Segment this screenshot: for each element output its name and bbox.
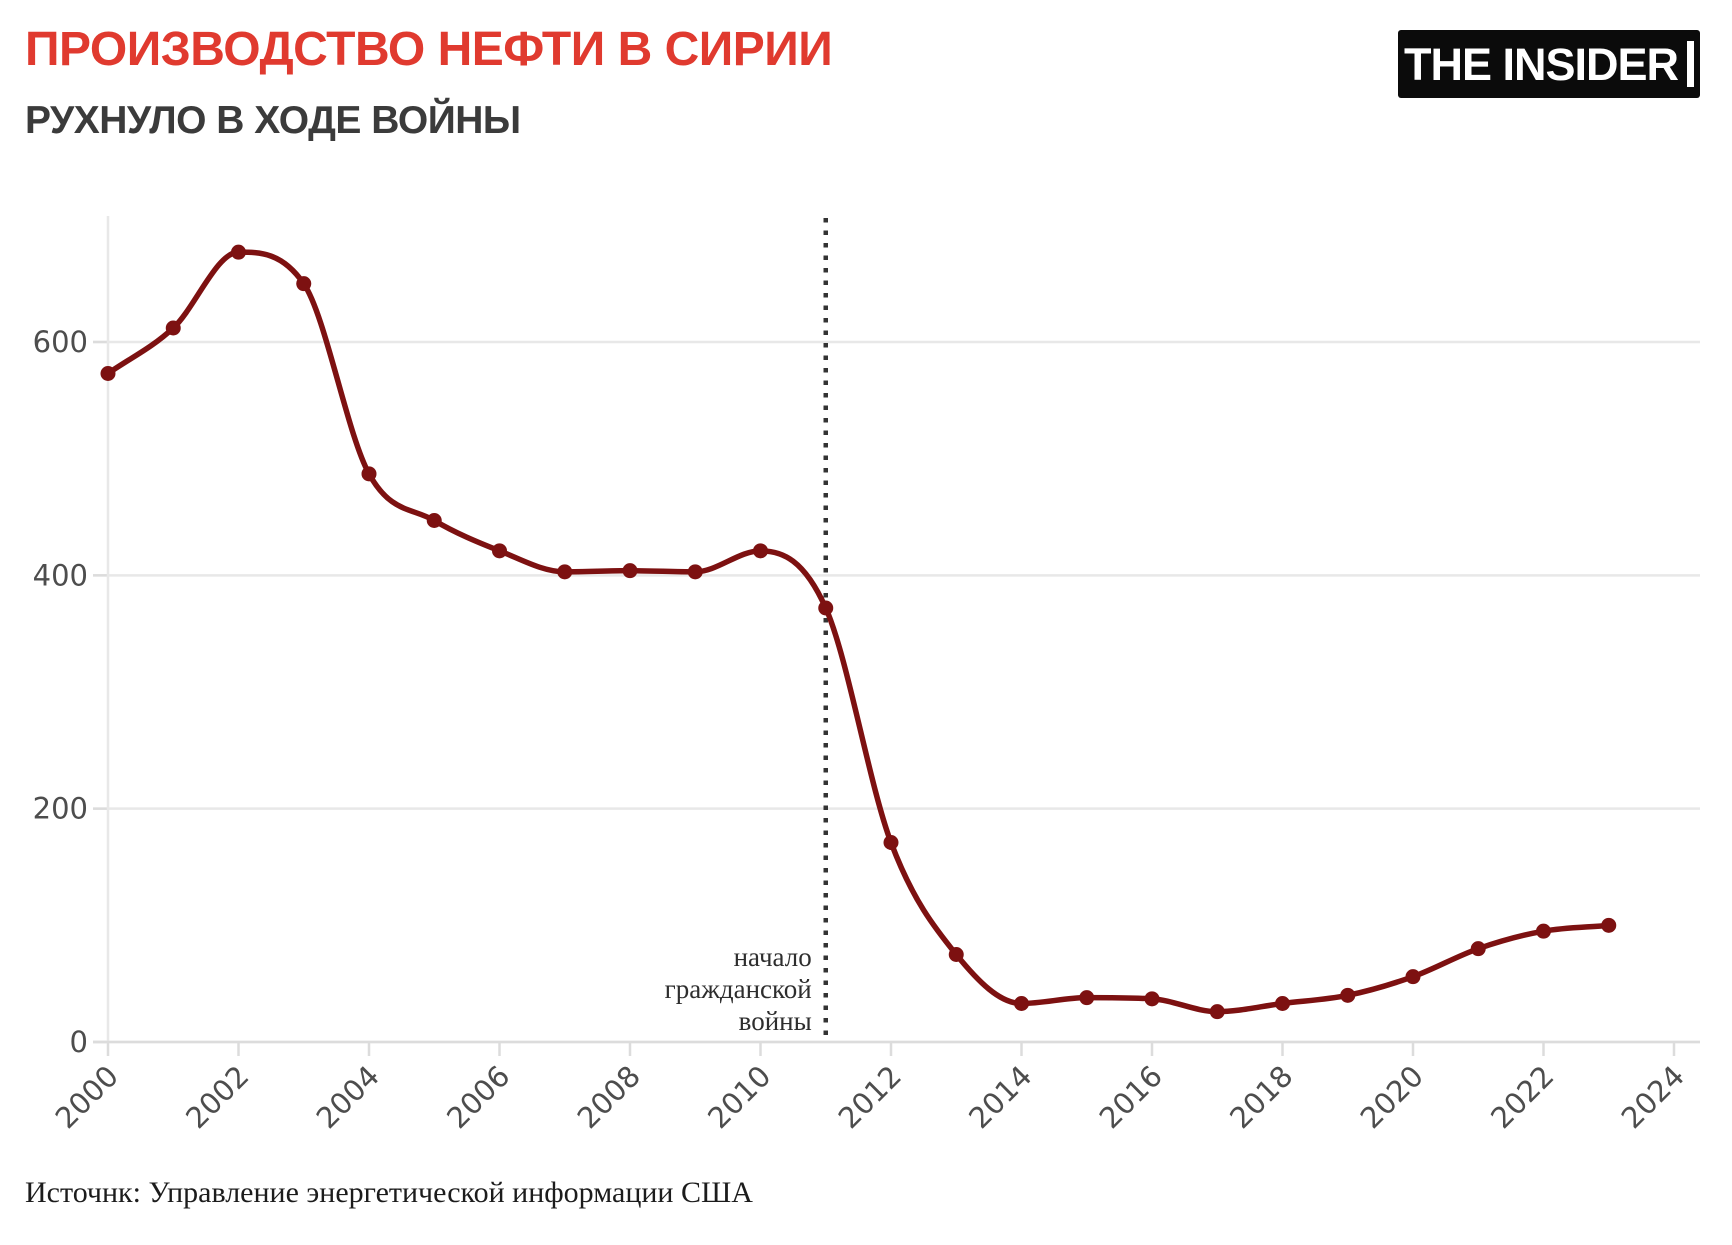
annotation-line: начало xyxy=(734,942,812,972)
data-point xyxy=(557,564,573,580)
data-point xyxy=(1275,996,1290,1011)
data-point xyxy=(1209,1004,1225,1020)
y-tick-label: 200 xyxy=(33,792,88,826)
data-point xyxy=(100,366,116,381)
data-point xyxy=(753,543,768,559)
y-tick-label: 400 xyxy=(33,558,88,592)
data-point xyxy=(1144,991,1160,1007)
x-tick-label: 2012 xyxy=(832,1059,908,1135)
x-tick-label: 2016 xyxy=(1093,1059,1169,1135)
logo-text: THE INSIDER xyxy=(1403,38,1679,90)
data-point xyxy=(296,276,312,292)
source-caption: Источнк: Управление энергетической инфор… xyxy=(25,1176,753,1209)
data-point xyxy=(1470,941,1486,957)
x-tick-label: 2004 xyxy=(310,1059,386,1135)
x-tick-label: 2014 xyxy=(962,1059,1038,1135)
data-point xyxy=(1601,917,1617,933)
the-insider-logo: THE INSIDER xyxy=(1398,30,1700,98)
y-tick-label: 0 xyxy=(70,1025,88,1059)
logo-cursor-bar xyxy=(1687,41,1695,87)
data-point xyxy=(1079,990,1095,1006)
x-tick-label: 2010 xyxy=(701,1059,777,1135)
x-tick-label: 2002 xyxy=(179,1059,255,1135)
production-line-series xyxy=(105,249,1612,1015)
data-point xyxy=(1014,996,1029,1011)
page-subtitle: РУХНУЛО В ХОДЕ ВОЙНЫ xyxy=(25,99,521,142)
x-tick-label: 2022 xyxy=(1484,1059,1560,1135)
data-point xyxy=(361,466,377,482)
y-tick-label: 600 xyxy=(33,325,88,359)
x-tick-label: 2020 xyxy=(1354,1059,1430,1135)
data-point xyxy=(1405,969,1421,985)
data-point xyxy=(426,513,442,528)
x-tick-label: 2000 xyxy=(49,1059,125,1135)
x-tick-label: 2008 xyxy=(571,1059,647,1135)
x-tick-label: 2024 xyxy=(1615,1059,1691,1135)
data-point xyxy=(687,564,703,580)
data-point xyxy=(948,947,964,962)
data-point xyxy=(1340,987,1356,1003)
x-tick-label: 2006 xyxy=(440,1059,516,1135)
page-title: ПРОИЗВОДСТВО НЕФТИ В СИРИИ xyxy=(25,23,833,76)
data-point xyxy=(231,244,246,260)
annotation-line: гражданской xyxy=(665,974,812,1004)
x-tick-label: 2018 xyxy=(1223,1059,1299,1135)
annotation-line: войны xyxy=(739,1006,812,1036)
data-point xyxy=(165,320,181,336)
data-point xyxy=(1536,923,1551,939)
data-point xyxy=(492,543,507,559)
data-point xyxy=(818,600,834,616)
data-point xyxy=(622,563,638,579)
data-point xyxy=(883,835,899,850)
